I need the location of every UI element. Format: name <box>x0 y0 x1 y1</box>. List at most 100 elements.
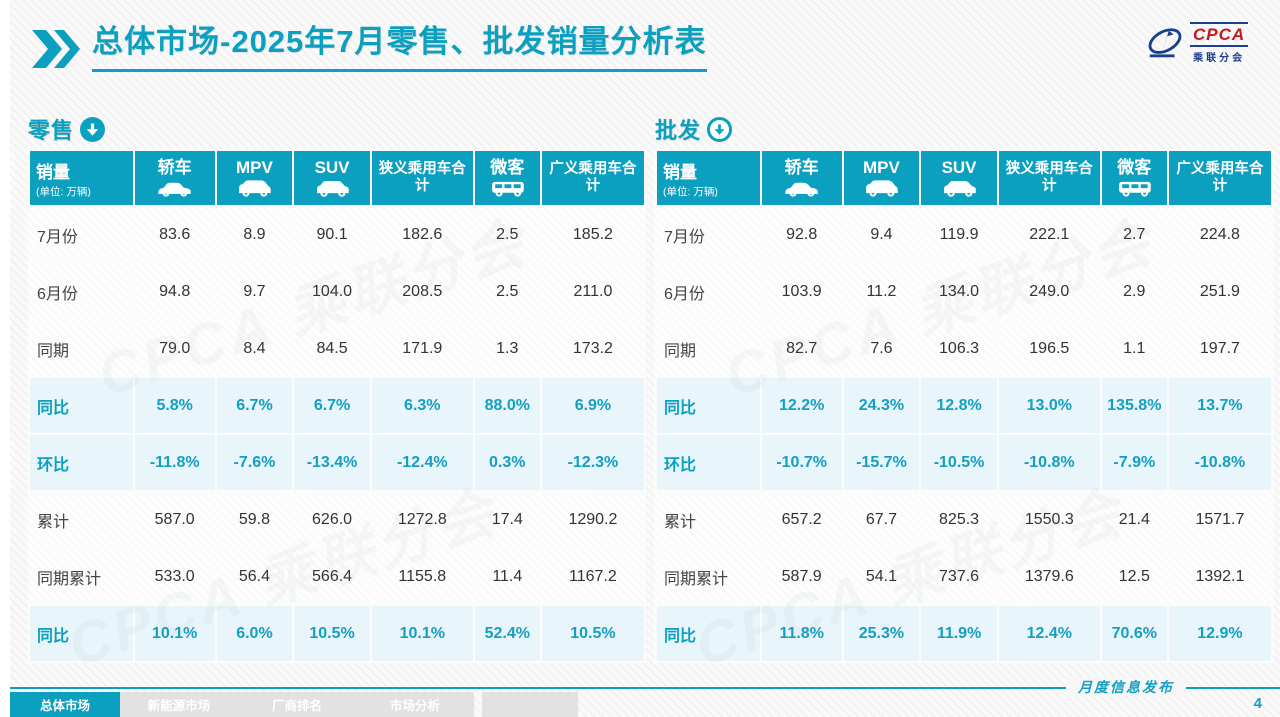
wholesale-table-block: 批发 销量 (单位: 万辆) 轿车 MPV SUV 狭义乘用车合计 微客 广义乘用车合计 7月份… <box>655 112 1274 679</box>
table-cell: -15.7% <box>841 433 922 492</box>
row-label: 累计 <box>655 490 762 549</box>
table-row: 6月份 94.8 9.7 104.0 208.5 2.5 211.0 <box>28 262 647 321</box>
column-header: MPV <box>214 149 295 207</box>
table-cell: 67.7 <box>841 490 922 549</box>
suv-car-icon <box>922 180 996 198</box>
table-cell: 587.9 <box>759 547 844 606</box>
table-cell: 626.0 <box>292 490 372 549</box>
table-cell: 249.0 <box>996 262 1102 321</box>
table-cell: 12.9% <box>1166 604 1274 663</box>
table-cell: 657.2 <box>759 490 844 549</box>
table-row: 环比 -10.7% -15.7% -10.5% -10.8% -7.9% -10.8% <box>655 433 1274 492</box>
table-cell: 1290.2 <box>539 490 647 549</box>
table-cell: 83.6 <box>132 205 217 264</box>
row-label: 同期累计 <box>655 547 762 606</box>
minibus-icon <box>476 180 539 198</box>
footer-tab-4[interactable]: 市场分析 <box>356 692 474 717</box>
table-cell: -13.4% <box>292 433 372 492</box>
table-cell: -7.6% <box>214 433 295 492</box>
table-cell: 222.1 <box>996 205 1102 264</box>
page-number: 4 <box>1253 695 1262 712</box>
table-cell: 0.3% <box>472 433 542 492</box>
table-cell: 52.4% <box>472 604 542 663</box>
table-cell: 13.7% <box>1166 376 1274 435</box>
table-row: 同期 79.0 8.4 84.5 171.9 1.3 173.2 <box>28 319 647 378</box>
table-cell: 182.6 <box>369 205 475 264</box>
suv-car-icon <box>295 180 369 198</box>
footer-tab-3[interactable]: 厂商排名 <box>238 692 356 717</box>
page-header: 总体市场-2025年7月零售、批发销量分析表 <box>30 24 707 75</box>
footer-tab-1[interactable]: 总体市场 <box>10 692 120 717</box>
table-cell: 59.8 <box>214 490 295 549</box>
double-chevron-icon <box>30 28 82 75</box>
table-cell: 7.6 <box>841 319 922 378</box>
table-cell: 92.8 <box>759 205 844 264</box>
table-cell: 1392.1 <box>1166 547 1274 606</box>
row-label: 同比 <box>655 376 762 435</box>
table-row: 累计 657.2 67.7 825.3 1550.3 21.4 1571.7 <box>655 490 1274 549</box>
retail-table-block: 零售 销量 (单位: 万辆) 轿车 MPV SUV 狭义乘用车合计 微客 广义乘用车合计 7月份… <box>28 112 647 679</box>
table-row: 同比 12.2% 24.3% 12.8% 13.0% 135.8% 13.7% <box>655 376 1274 435</box>
table-row: 同期累计 587.9 54.1 737.6 1379.6 12.5 1392.1 <box>655 547 1274 606</box>
mpv-car-icon <box>218 180 292 198</box>
table-cell: -10.8% <box>996 433 1102 492</box>
table-cell: 533.0 <box>132 547 217 606</box>
table-cell: 11.9% <box>919 604 999 663</box>
table-row: 6月份 103.9 11.2 134.0 249.0 2.9 251.9 <box>655 262 1274 321</box>
table-cell: 8.9 <box>214 205 295 264</box>
row-label: 6月份 <box>28 262 135 321</box>
wholesale-section-label: 批发 <box>655 118 702 143</box>
column-header: 狭义乘用车合计 <box>996 149 1102 207</box>
table-cell: 11.8% <box>759 604 844 663</box>
column-header: 广义乘用车合计 <box>539 149 647 207</box>
tab-strip-filler <box>482 692 578 717</box>
table-cell: 106.3 <box>919 319 999 378</box>
table-cell: 197.7 <box>1166 319 1274 378</box>
table-cell: 21.4 <box>1099 490 1169 549</box>
table-cell: 12.5 <box>1099 547 1169 606</box>
table-cell: 1272.8 <box>369 490 475 549</box>
publication-label: 月度信息发布 <box>1066 677 1186 697</box>
table-row: 同比 10.1% 6.0% 10.5% 10.1% 52.4% 10.5% <box>28 604 647 663</box>
table-cell: 10.5% <box>292 604 372 663</box>
cpca-logo-text: CPCA 乘联分会 <box>1190 22 1249 64</box>
row-label: 同期累计 <box>28 547 135 606</box>
table-cell: 134.0 <box>919 262 999 321</box>
row-label: 同比 <box>28 604 135 663</box>
column-header: 轿车 <box>759 149 844 207</box>
table-row: 同期 82.7 7.6 106.3 196.5 1.1 197.7 <box>655 319 1274 378</box>
table-cell: 79.0 <box>132 319 217 378</box>
table-cell: 70.6% <box>1099 604 1169 663</box>
table-row: 7月份 92.8 9.4 119.9 222.1 2.7 224.8 <box>655 205 1274 264</box>
column-header: SUV <box>919 149 999 207</box>
table-cell: 94.8 <box>132 262 217 321</box>
table-cell: 737.6 <box>919 547 999 606</box>
minibus-icon <box>1103 180 1166 198</box>
table-cell: 6.0% <box>214 604 295 663</box>
cpca-logo: CPCA 乘联分会 <box>1144 22 1264 64</box>
table-cell: 8.4 <box>214 319 295 378</box>
table-cell: -10.7% <box>759 433 844 492</box>
table-cell: 1379.6 <box>996 547 1102 606</box>
table-row: 累计 587.0 59.8 626.0 1272.8 17.4 1290.2 <box>28 490 647 549</box>
column-header: 狭义乘用车合计 <box>369 149 475 207</box>
footer-divider-line <box>10 687 1280 689</box>
table-cell: 12.2% <box>759 376 844 435</box>
page-title: 总体市场-2025年7月零售、批发销量分析表 <box>92 24 707 72</box>
row-label: 同比 <box>655 604 762 663</box>
footer-tab-2[interactable]: 新能源市场 <box>120 692 238 717</box>
table-cell: 54.1 <box>841 547 922 606</box>
table-cell: 1571.7 <box>1166 490 1274 549</box>
footer-tabs: 总体市场 新能源市场 厂商排名 市场分析 <box>10 692 474 717</box>
column-header: 轿车 <box>132 149 217 207</box>
table-cell: 82.7 <box>759 319 844 378</box>
column-header: MPV <box>841 149 922 207</box>
sales-unit-header: 销量 (单位: 万辆) <box>655 149 762 207</box>
table-cell: 173.2 <box>539 319 647 378</box>
row-label: 同期 <box>655 319 762 378</box>
table-cell: 11.4 <box>472 547 542 606</box>
table-cell: 10.1% <box>132 604 217 663</box>
sales-unit-header: 销量 (单位: 万辆) <box>28 149 135 207</box>
table-cell: 24.3% <box>841 376 922 435</box>
table-cell: 566.4 <box>292 547 372 606</box>
